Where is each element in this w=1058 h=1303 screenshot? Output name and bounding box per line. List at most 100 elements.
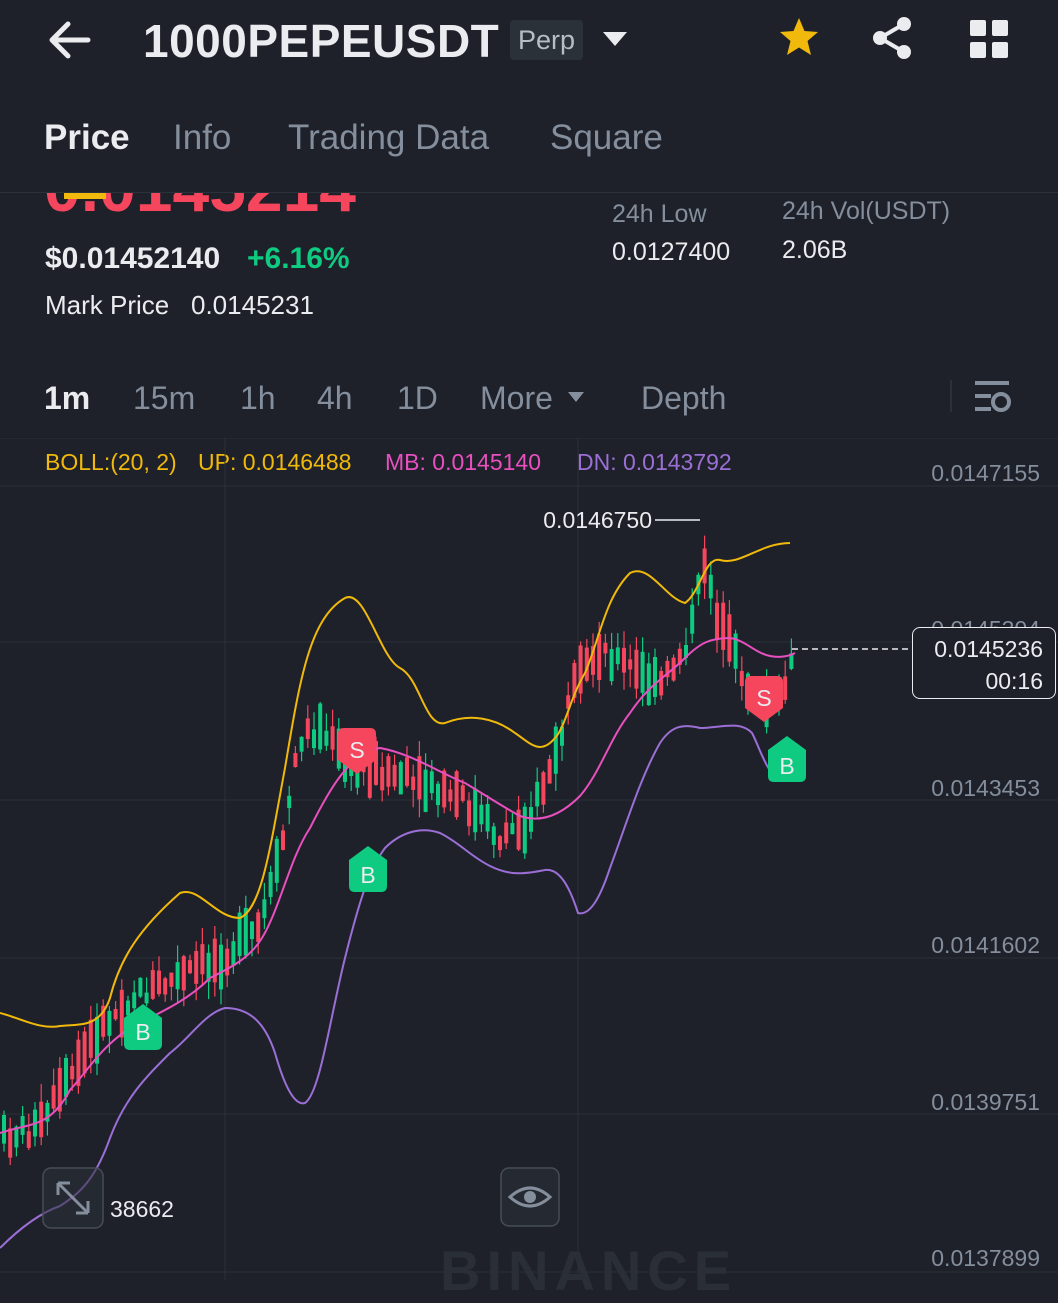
chart-canvas: 0.0146750 B S B S B: [0, 437, 1058, 1280]
tab-price[interactable]: Price: [44, 118, 130, 157]
candle-body: [721, 602, 726, 650]
change-percent: +6.16%: [247, 242, 350, 275]
candle-body: [76, 1039, 81, 1086]
candle-body: [312, 729, 316, 749]
y-axis-label: 0.0147155: [931, 460, 1040, 486]
candle-body: [107, 1010, 112, 1036]
mark-price-label: Mark Price: [45, 290, 170, 320]
y-axis-label: 0.0137899: [931, 1245, 1040, 1271]
candle-body: [473, 788, 478, 833]
candle-body: [200, 944, 205, 975]
candle-body: [82, 1031, 87, 1074]
current-price-tag[interactable]: 0.0145236 00:16: [912, 627, 1056, 699]
candle-body: [2, 1114, 6, 1144]
candle-body: [262, 899, 267, 919]
candle-body: [566, 695, 571, 709]
candle-body: [95, 1016, 99, 1064]
candle-body: [603, 642, 608, 654]
top-bar: 1000PEPEUSDT Perp: [0, 0, 1058, 90]
share-icon[interactable]: [868, 14, 916, 62]
candle-body: [597, 633, 602, 680]
trade-marker-sell-1[interactable]: S: [338, 728, 376, 774]
tab-info[interactable]: Info: [173, 118, 232, 157]
candle-body: [789, 653, 794, 669]
tab-square[interactable]: Square: [550, 118, 663, 157]
candle-body: [51, 1085, 56, 1109]
candle-body: [405, 757, 409, 786]
candle-body: [219, 944, 223, 990]
candle-body: [690, 604, 695, 634]
candle-body: [150, 970, 155, 999]
trade-marker-buy-2[interactable]: B: [349, 846, 387, 892]
vol-value: 2.06B: [782, 236, 848, 264]
candle-body: [423, 769, 428, 812]
eye-icon[interactable]: [500, 1167, 560, 1227]
candle-body: [132, 992, 137, 1009]
grid-icon[interactable]: [968, 18, 1010, 60]
candle-body: [181, 956, 186, 991]
trade-marker-buy-3[interactable]: B: [768, 736, 806, 782]
expand-icon[interactable]: [42, 1167, 104, 1229]
candle-body: [380, 766, 385, 791]
low-label: 24h Low: [612, 200, 707, 228]
candle-body: [640, 651, 645, 693]
candle-body: [783, 676, 788, 700]
candle-body: [237, 912, 242, 957]
tab-divider: [0, 192, 1058, 193]
boll-up-line: [0, 542, 791, 1028]
dropdown-caret-icon[interactable]: [600, 28, 630, 50]
y-axis-label: 0.0143453: [931, 775, 1040, 801]
candle-body: [243, 907, 248, 956]
candle-countdown: 00:16: [985, 668, 1043, 694]
low-value: 0.0127400: [612, 238, 731, 266]
candle-body: [206, 952, 211, 982]
more-caret-icon: [567, 391, 584, 402]
candle-body: [367, 752, 372, 798]
candle-body: [715, 602, 719, 641]
trade-marker-label: B: [360, 862, 375, 888]
interval-1m[interactable]: 1m: [44, 380, 91, 416]
candlestick-chart[interactable]: 0.0146750 B S B S B BINANCE 0.0147155 0.…: [0, 437, 1058, 1302]
mark-price-value: 0.0145231: [191, 290, 314, 320]
candle-body: [287, 795, 292, 809]
candle-body: [659, 671, 664, 696]
interval-4h[interactable]: 4h: [317, 380, 353, 416]
candle-body: [702, 548, 707, 584]
star-icon[interactable]: [775, 14, 823, 62]
trade-marker-buy-1[interactable]: B: [124, 1004, 162, 1050]
interval-1h[interactable]: 1h: [240, 380, 276, 416]
boll-dn: DN: 0.0143792: [577, 449, 732, 475]
trade-marker-label: B: [135, 1019, 150, 1045]
candle-body: [324, 730, 329, 746]
interval-depth[interactable]: Depth: [641, 380, 727, 416]
candle-body: [20, 1116, 25, 1135]
interval-more-label: More: [480, 380, 553, 416]
candle-body: [553, 726, 558, 774]
trade-marker-sell-2[interactable]: S: [745, 676, 783, 722]
interval-more[interactable]: More: [480, 380, 586, 417]
candle-body: [615, 647, 620, 665]
y-axis-label: 0.0139751: [931, 1089, 1040, 1115]
chart-settings-icon[interactable]: [972, 378, 1012, 416]
candle-body: [733, 633, 738, 669]
tab-trading-data[interactable]: Trading Data: [288, 118, 490, 157]
trade-marker-label: S: [756, 685, 771, 711]
candle-body: [318, 703, 323, 750]
symbol-title[interactable]: 1000PEPEUSDT: [143, 15, 500, 67]
back-arrow-icon[interactable]: [44, 18, 94, 62]
candle-body: [169, 972, 174, 987]
candle-body: [442, 770, 447, 808]
candle-body: [57, 1067, 62, 1112]
candle-body: [739, 670, 744, 687]
candle-body: [64, 1057, 68, 1097]
candle-body: [541, 772, 546, 805]
volume-label: 38662: [110, 1196, 174, 1222]
candle-body: [175, 962, 180, 990]
interval-1d[interactable]: 1D: [397, 380, 438, 416]
boll-up: UP: 0.0146488: [198, 449, 352, 475]
candle-body: [281, 830, 285, 850]
candle-body: [212, 938, 217, 983]
interval-15m[interactable]: 15m: [133, 380, 196, 416]
candle-body: [231, 941, 236, 967]
candle-body: [485, 803, 490, 832]
